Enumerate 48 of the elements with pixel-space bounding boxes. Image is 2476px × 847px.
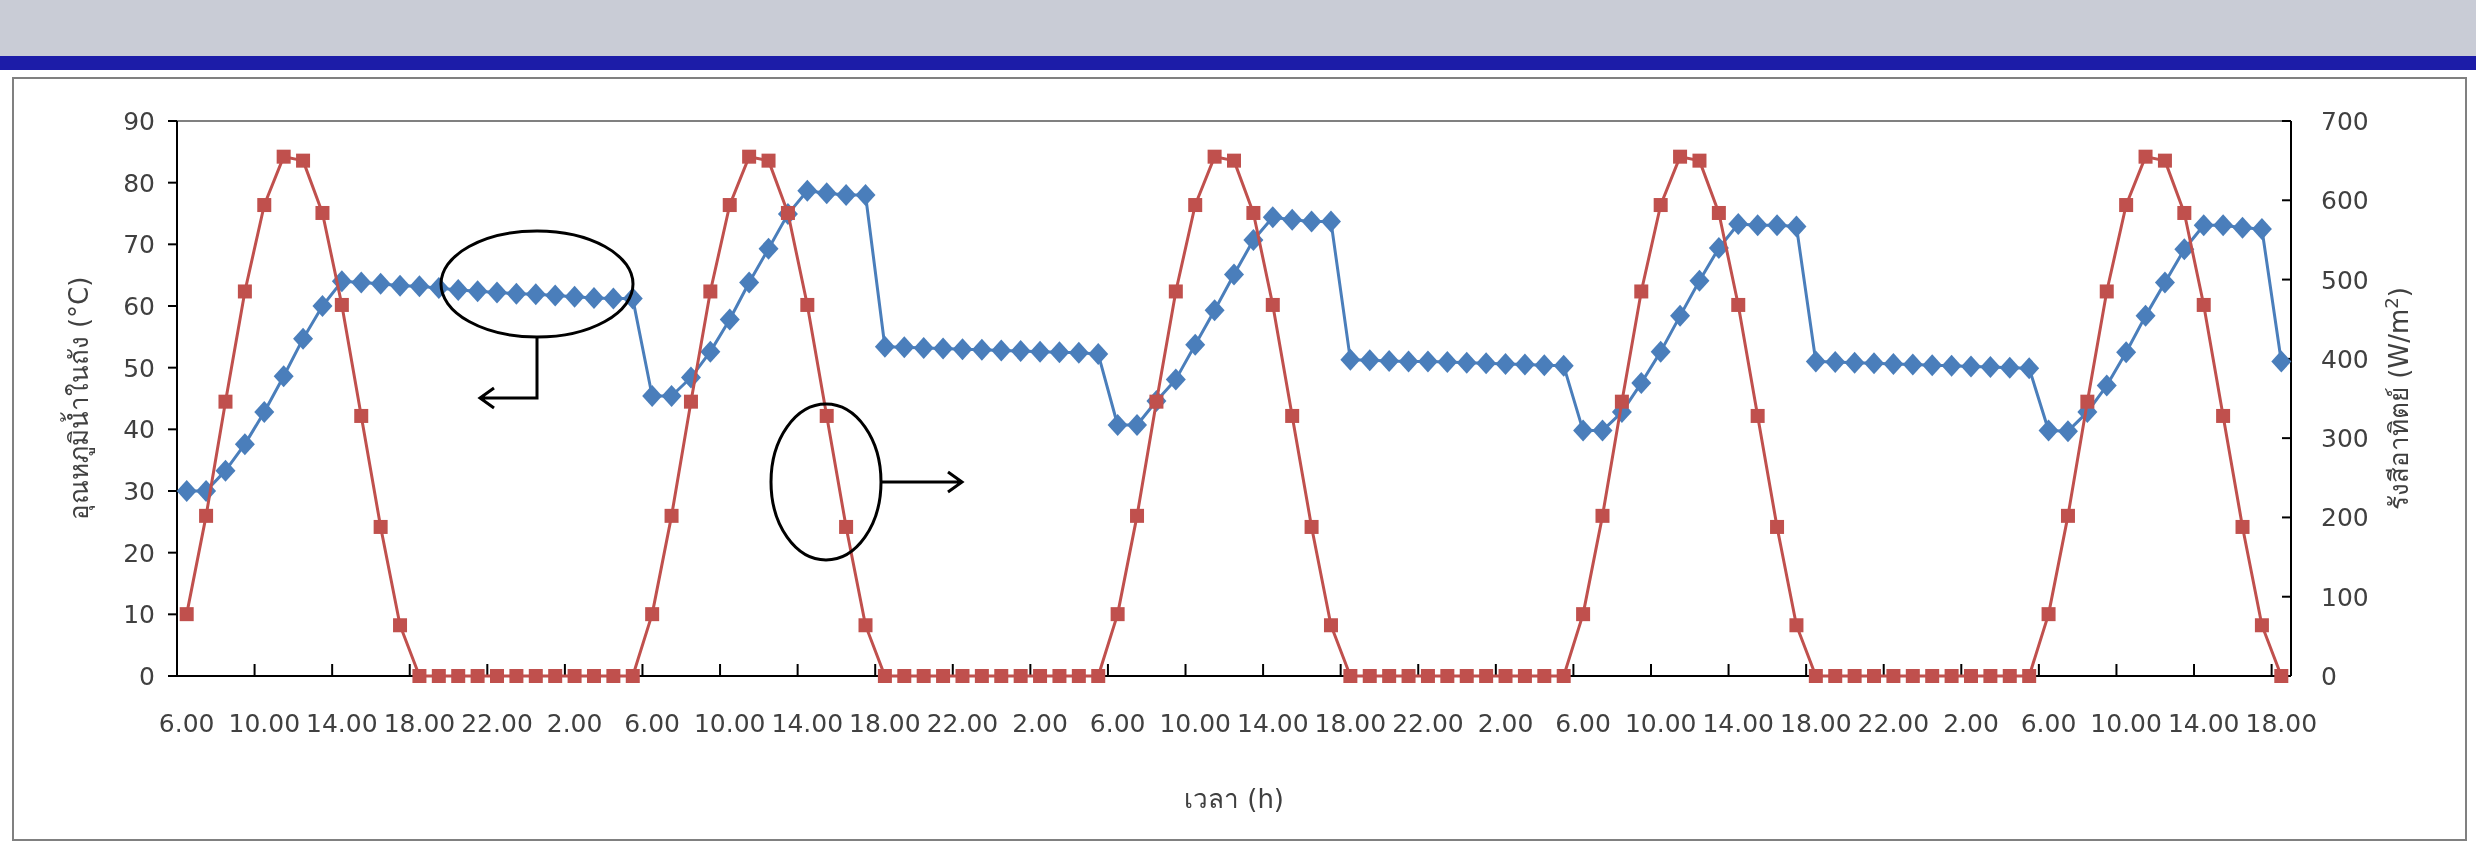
- x-tick-label: 10.00: [228, 709, 301, 738]
- y2-tick-label: 300: [2321, 424, 2369, 454]
- x-tick-label: 6.00: [2020, 709, 2077, 738]
- y2-tick-label: 500: [2321, 265, 2369, 295]
- x-tick-label: 18.00: [2245, 709, 2318, 738]
- x-axis-title: เวลา (h): [1183, 784, 1285, 814]
- x-tick-label: 2.00: [1012, 709, 1068, 738]
- y2-tick-label: 600: [2321, 186, 2369, 216]
- x-tick-label: 6.00: [624, 709, 680, 738]
- y-tick-label: 70: [123, 230, 155, 260]
- x-tick-label: 2.00: [546, 709, 603, 738]
- x-tick-label: 14.00: [306, 709, 378, 738]
- x-tick-label: 14.00: [1702, 709, 1775, 738]
- y-tick-label: 0: [139, 662, 155, 691]
- y-tick-label: 60: [123, 292, 155, 321]
- x-tick-label: 22.00: [1857, 709, 1930, 738]
- x-tick-label: 22.00: [1392, 709, 1464, 738]
- x-tick-label: 2.00: [1943, 709, 1999, 738]
- x-tick-label: 14.00: [771, 709, 844, 738]
- x-tick-label: 18.00: [1780, 709, 1852, 738]
- x-tick-label: 22.00: [926, 709, 999, 738]
- x-tick-label: 18.00: [849, 709, 921, 738]
- y-tick-label: 40: [123, 415, 155, 445]
- x-tick-label: 14.00: [2167, 709, 2240, 738]
- x-tick-label: 22.00: [461, 709, 533, 738]
- x-tick-label: 10.00: [693, 709, 766, 738]
- y2-tick-label: 400: [2321, 344, 2369, 374]
- y-tick-label: 50: [123, 353, 155, 383]
- x-tick-label: 18.00: [1314, 709, 1387, 738]
- x-tick-label: 10.00: [1159, 709, 1231, 738]
- y2-tick-label: 100: [2321, 582, 2369, 612]
- x-tick-label: 18.00: [383, 709, 456, 738]
- x-tick-label: 10.00: [2090, 709, 2162, 738]
- y-tick-label: 90: [123, 107, 155, 136]
- x-tick-label: 6.00: [1089, 709, 1146, 738]
- x-tick-label: 6.00: [1555, 709, 1611, 738]
- y-tick-label: 10: [123, 600, 155, 630]
- y2-tick-label: 0: [2321, 662, 2337, 691]
- x-tick-label: 2.00: [1477, 709, 1534, 738]
- y-axis-title: อุณหภูมิน้ำในถัง (°C): [60, 276, 95, 521]
- y-tick-label: 30: [123, 477, 155, 506]
- y-tick-label: 80: [123, 168, 155, 198]
- x-tick-label: 10.00: [1624, 709, 1697, 738]
- x-tick-label: 14.00: [1237, 709, 1309, 738]
- y-tick-label: 20: [123, 538, 155, 568]
- y2-tick-label: 200: [2321, 503, 2369, 533]
- x-tick-label: 6.00: [158, 709, 215, 738]
- y2-tick-label: 700: [2321, 107, 2369, 136]
